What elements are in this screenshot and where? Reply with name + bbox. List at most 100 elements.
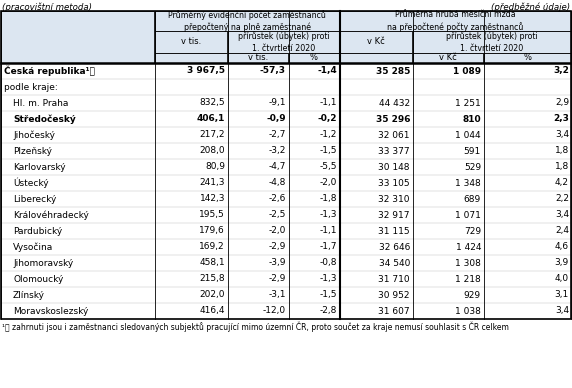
- Bar: [155, 53, 227, 63]
- Text: -3,1: -3,1: [268, 291, 286, 300]
- Text: -57,3: -57,3: [260, 66, 286, 76]
- Text: Ústecký: Ústecký: [13, 178, 49, 188]
- Bar: [1, 191, 571, 207]
- Bar: [413, 31, 571, 53]
- Text: ¹⧯ zahrnuti jsou i zaměstnanci sledovaných subjektů pracující mimo územní ČR, pr: ¹⧯ zahrnuti jsou i zaměstnanci sledovaný…: [2, 322, 509, 333]
- Text: 4,0: 4,0: [555, 274, 569, 284]
- Text: -1,1: -1,1: [320, 227, 337, 236]
- Text: 33 105: 33 105: [378, 178, 410, 187]
- Text: Průměrný evidenční počet zaměstnanců
přepočtený na plně zaměstnané: Průměrný evidenční počet zaměstnanců pře…: [168, 10, 326, 32]
- Text: 30 148: 30 148: [379, 163, 410, 171]
- Bar: [1, 111, 571, 127]
- Text: 4,2: 4,2: [555, 178, 569, 187]
- Text: -2,6: -2,6: [269, 194, 286, 203]
- Text: Moravskoslezský: Moravskoslezský: [13, 307, 89, 315]
- Text: Olomoucký: Olomoucký: [13, 274, 63, 284]
- Bar: [413, 53, 483, 63]
- Text: -4,8: -4,8: [269, 178, 286, 187]
- Text: 689: 689: [464, 194, 481, 203]
- Text: 3,4: 3,4: [555, 130, 569, 140]
- Text: 1,8: 1,8: [555, 163, 569, 171]
- Text: 591: 591: [464, 147, 481, 156]
- Text: -5,5: -5,5: [320, 163, 337, 171]
- Text: přírůstek (úbytek) proti
1. čtvrtletí 2020: přírůstek (úbytek) proti 1. čtvrtletí 20…: [446, 31, 538, 53]
- Text: -2,5: -2,5: [269, 211, 286, 220]
- Text: 195,5: 195,5: [199, 211, 225, 220]
- Text: -1,4: -1,4: [317, 66, 337, 76]
- Text: -3,2: -3,2: [269, 147, 286, 156]
- Bar: [1, 143, 571, 159]
- Text: -2,0: -2,0: [269, 227, 286, 236]
- Text: Karlovarský: Karlovarský: [13, 163, 66, 171]
- Text: -1,5: -1,5: [320, 291, 337, 300]
- Text: -9,1: -9,1: [268, 99, 286, 107]
- Text: -0,2: -0,2: [317, 114, 337, 123]
- Text: -0,8: -0,8: [320, 258, 337, 267]
- Bar: [340, 31, 412, 53]
- Text: 142,3: 142,3: [200, 194, 225, 203]
- Text: v Kč: v Kč: [367, 38, 385, 47]
- Text: %: %: [523, 54, 531, 62]
- Text: 80,9: 80,9: [205, 163, 225, 171]
- Text: -2,7: -2,7: [269, 130, 286, 140]
- Text: 44 432: 44 432: [379, 99, 410, 107]
- Text: Plzeňský: Plzeňský: [13, 147, 52, 156]
- Text: -2,8: -2,8: [320, 307, 337, 315]
- Bar: [484, 53, 571, 63]
- Text: 31 710: 31 710: [378, 274, 410, 284]
- Text: -1,1: -1,1: [320, 99, 337, 107]
- Text: 215,8: 215,8: [200, 274, 225, 284]
- Bar: [155, 31, 227, 53]
- Text: v Kč: v Kč: [439, 54, 457, 62]
- Bar: [1, 175, 571, 191]
- Text: 35 285: 35 285: [376, 66, 410, 76]
- Text: v tis.: v tis.: [181, 38, 201, 47]
- Text: 832,5: 832,5: [200, 99, 225, 107]
- Bar: [340, 11, 571, 31]
- Text: 202,0: 202,0: [200, 291, 225, 300]
- Text: 3,1: 3,1: [555, 291, 569, 300]
- Text: 2,4: 2,4: [555, 227, 569, 236]
- Text: Pardubický: Pardubický: [13, 227, 62, 236]
- Text: Jihomoravský: Jihomoravský: [13, 258, 73, 267]
- Text: 30 952: 30 952: [379, 291, 410, 300]
- Bar: [1, 223, 571, 239]
- Bar: [1, 79, 571, 95]
- Text: -2,9: -2,9: [269, 274, 286, 284]
- Bar: [1, 239, 571, 255]
- Text: 406,1: 406,1: [197, 114, 225, 123]
- Text: 458,1: 458,1: [200, 258, 225, 267]
- Text: 2,9: 2,9: [555, 99, 569, 107]
- Text: 2,3: 2,3: [553, 114, 569, 123]
- Text: Královéhradecký: Královéhradecký: [13, 210, 89, 220]
- Text: 32 917: 32 917: [379, 211, 410, 220]
- Bar: [1, 207, 571, 223]
- Text: 32 646: 32 646: [379, 242, 410, 251]
- Text: Česká republika¹⧯: Česká republika¹⧯: [4, 66, 95, 76]
- Text: 416,4: 416,4: [200, 307, 225, 315]
- Text: 929: 929: [464, 291, 481, 300]
- Text: 1 038: 1 038: [455, 307, 481, 315]
- Text: 1,8: 1,8: [555, 147, 569, 156]
- Text: 32 310: 32 310: [379, 194, 410, 203]
- Bar: [1, 95, 571, 111]
- Text: Jihočeský: Jihočeský: [13, 130, 55, 140]
- Text: 31 115: 31 115: [378, 227, 410, 236]
- Bar: [1, 11, 571, 319]
- Text: Hl. m. Praha: Hl. m. Praha: [13, 99, 69, 107]
- Text: 3,4: 3,4: [555, 211, 569, 220]
- Text: 729: 729: [464, 227, 481, 236]
- Bar: [1, 287, 571, 303]
- Text: (pracovištní metoda): (pracovištní metoda): [2, 2, 92, 12]
- Bar: [155, 11, 339, 31]
- Text: 1 071: 1 071: [455, 211, 481, 220]
- Bar: [1, 303, 571, 319]
- Text: 169,2: 169,2: [200, 242, 225, 251]
- Text: přírůstek (úbytek) proti
1. čtvrtletí 2020: přírůstek (úbytek) proti 1. čtvrtletí 20…: [237, 31, 329, 53]
- Text: -3,9: -3,9: [268, 258, 286, 267]
- Text: 1 348: 1 348: [455, 178, 481, 187]
- Text: 35 296: 35 296: [375, 114, 410, 123]
- Text: 32 061: 32 061: [379, 130, 410, 140]
- Text: 3,4: 3,4: [555, 307, 569, 315]
- Bar: [1, 127, 571, 143]
